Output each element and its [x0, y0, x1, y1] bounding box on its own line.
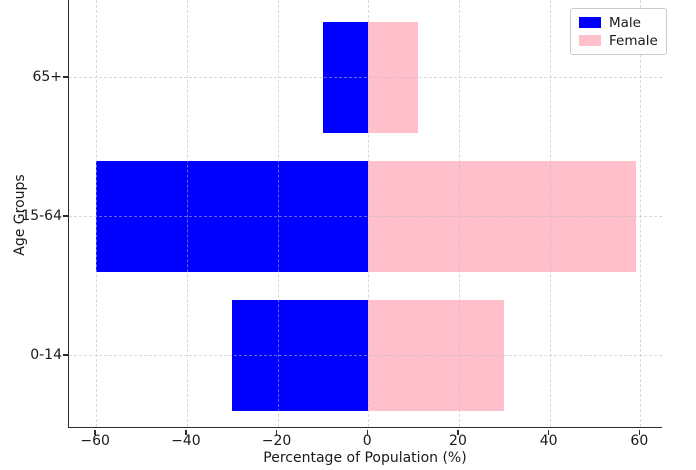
male-swatch-icon — [579, 17, 601, 28]
vertical-gridline — [277, 0, 279, 427]
y-tick-mark — [63, 354, 68, 356]
y-tick-mark — [63, 215, 68, 217]
horizontal-gridline — [69, 216, 662, 217]
y-axis-title: Age Groups — [12, 174, 28, 256]
female-swatch-icon — [579, 35, 601, 46]
y-tick-label: 65+ — [32, 69, 62, 85]
x-tick-label: −60 — [80, 433, 110, 449]
x-tick-mark — [185, 429, 187, 435]
x-tick-mark — [94, 429, 96, 435]
vertical-gridline — [640, 0, 642, 427]
vertical-gridline — [186, 0, 188, 427]
x-tick-mark — [366, 429, 369, 435]
x-tick-label: 60 — [630, 433, 649, 449]
y-tick-mark — [63, 76, 68, 78]
x-tick-label: 20 — [449, 433, 467, 449]
x-tick-label: 0 — [362, 433, 372, 449]
horizontal-gridline — [69, 77, 662, 78]
horizontal-gridline — [69, 355, 662, 356]
x-tick-mark — [275, 429, 278, 435]
legend-item-female: Female — [579, 32, 658, 49]
y-tick-label: 15-64 — [21, 208, 62, 224]
y-tick-label: 0-14 — [30, 347, 62, 363]
x-tick-mark — [547, 429, 550, 435]
vertical-gridline — [549, 0, 551, 427]
legend-label: Female — [609, 32, 658, 49]
x-axis-title: Percentage of Population (%) — [263, 450, 467, 466]
x-tick-mark — [638, 429, 641, 435]
x-tick-label: −20 — [261, 433, 292, 449]
legend-item-male: Male — [579, 14, 658, 31]
x-tick-label: 40 — [539, 433, 558, 449]
vertical-gridline — [368, 0, 370, 427]
x-tick-mark — [457, 429, 459, 435]
legend-label: Male — [609, 14, 641, 31]
vertical-gridline — [96, 0, 98, 427]
plot-area — [68, 0, 662, 428]
legend: Male Female — [570, 8, 667, 55]
x-tick-label: −40 — [171, 433, 201, 449]
vertical-gridline — [458, 0, 460, 427]
